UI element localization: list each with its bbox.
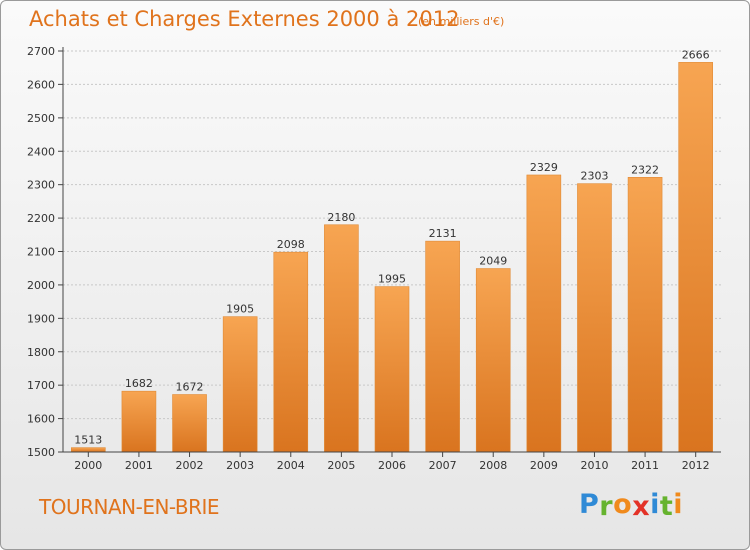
bar-2006 bbox=[374, 286, 410, 453]
x-tick-label: 2002 bbox=[176, 459, 204, 472]
x-tick-label: 2009 bbox=[530, 459, 558, 472]
chart-title: Achats et Charges Externes 2000 à 2012 bbox=[29, 7, 460, 31]
x-tick-label: 2003 bbox=[226, 459, 254, 472]
bar-2004 bbox=[273, 251, 309, 453]
x-tick-label: 2004 bbox=[277, 459, 305, 472]
bar-2003 bbox=[222, 316, 258, 453]
logo-letter: t bbox=[659, 491, 674, 522]
y-tick-label: 2600 bbox=[27, 78, 55, 91]
bar-2008 bbox=[475, 268, 511, 453]
x-tick-label: 2007 bbox=[429, 459, 457, 472]
y-tick-label: 1600 bbox=[27, 413, 55, 426]
x-tick-label: 2006 bbox=[378, 459, 406, 472]
axes: 1500 1600 1700 1800 1900 2000 2100 2200 2300 2400… bbox=[27, 45, 721, 472]
logo-letter: r bbox=[599, 491, 614, 522]
bar-2011 bbox=[627, 177, 663, 453]
y-tick-label: 2400 bbox=[27, 145, 55, 158]
bar-value-label: 2098 bbox=[277, 238, 305, 251]
bar-2000 bbox=[71, 447, 106, 453]
bar-value-label: 1513 bbox=[74, 434, 102, 447]
bar-value-label: 2666 bbox=[682, 48, 710, 61]
y-tick-label: 2700 bbox=[27, 45, 55, 58]
x-tick-label: 2012 bbox=[682, 459, 710, 472]
logo-letter: i bbox=[650, 489, 660, 520]
y-tick-label: 2500 bbox=[27, 112, 55, 125]
proxiti-logo: Proxiti bbox=[579, 489, 684, 522]
x-tick-label: 2001 bbox=[125, 459, 153, 472]
bar-value-label: 1995 bbox=[378, 273, 406, 286]
bar-value-label: 2180 bbox=[327, 211, 355, 224]
town-name: TOURNAN-EN-BRIE bbox=[39, 495, 220, 519]
bars bbox=[71, 62, 713, 453]
bar-2012 bbox=[678, 62, 713, 453]
value-labels: 1513 1682 1672 1905 2098 2180 1995 2131 2049 2329… bbox=[74, 48, 709, 446]
x-tick-label: 2005 bbox=[327, 459, 355, 472]
y-tick-label: 1500 bbox=[27, 446, 55, 459]
logo-letter: P bbox=[579, 489, 600, 520]
x-tick-label: 2011 bbox=[631, 459, 659, 472]
bar-value-label: 2322 bbox=[631, 163, 659, 176]
y-tick-label: 2300 bbox=[27, 179, 55, 192]
bar-2010 bbox=[577, 183, 612, 453]
logo-letter: o bbox=[613, 489, 633, 520]
x-tick-label: 2010 bbox=[580, 459, 608, 472]
bar-2009 bbox=[526, 174, 562, 453]
x-tick-label: 2000 bbox=[74, 459, 102, 472]
bar-value-label: 2303 bbox=[580, 170, 608, 183]
chart-unit: (en milliers d'€) bbox=[418, 15, 505, 28]
bar-2005 bbox=[324, 224, 359, 453]
logo-letter: i bbox=[673, 489, 684, 520]
bar-value-label: 2329 bbox=[530, 161, 558, 174]
y-tick-label: 2000 bbox=[27, 279, 55, 292]
bar-value-label: 1682 bbox=[125, 377, 153, 390]
y-tick-label: 2200 bbox=[27, 212, 55, 225]
bar-value-label: 1672 bbox=[176, 381, 204, 394]
x-tick-label: 2008 bbox=[479, 459, 507, 472]
y-tick-label: 1700 bbox=[27, 379, 55, 392]
bar-2007 bbox=[425, 240, 460, 453]
bar-value-label: 2049 bbox=[479, 255, 507, 268]
bar-2002 bbox=[172, 394, 207, 453]
logo-letter: x bbox=[632, 491, 651, 522]
bar-2001 bbox=[121, 390, 157, 453]
y-tick-label: 1800 bbox=[27, 346, 55, 359]
y-tick-label: 1900 bbox=[27, 312, 55, 325]
bar-value-label: 1905 bbox=[226, 303, 254, 316]
bar-value-label: 2131 bbox=[429, 227, 457, 240]
y-tick-label: 2100 bbox=[27, 246, 55, 259]
